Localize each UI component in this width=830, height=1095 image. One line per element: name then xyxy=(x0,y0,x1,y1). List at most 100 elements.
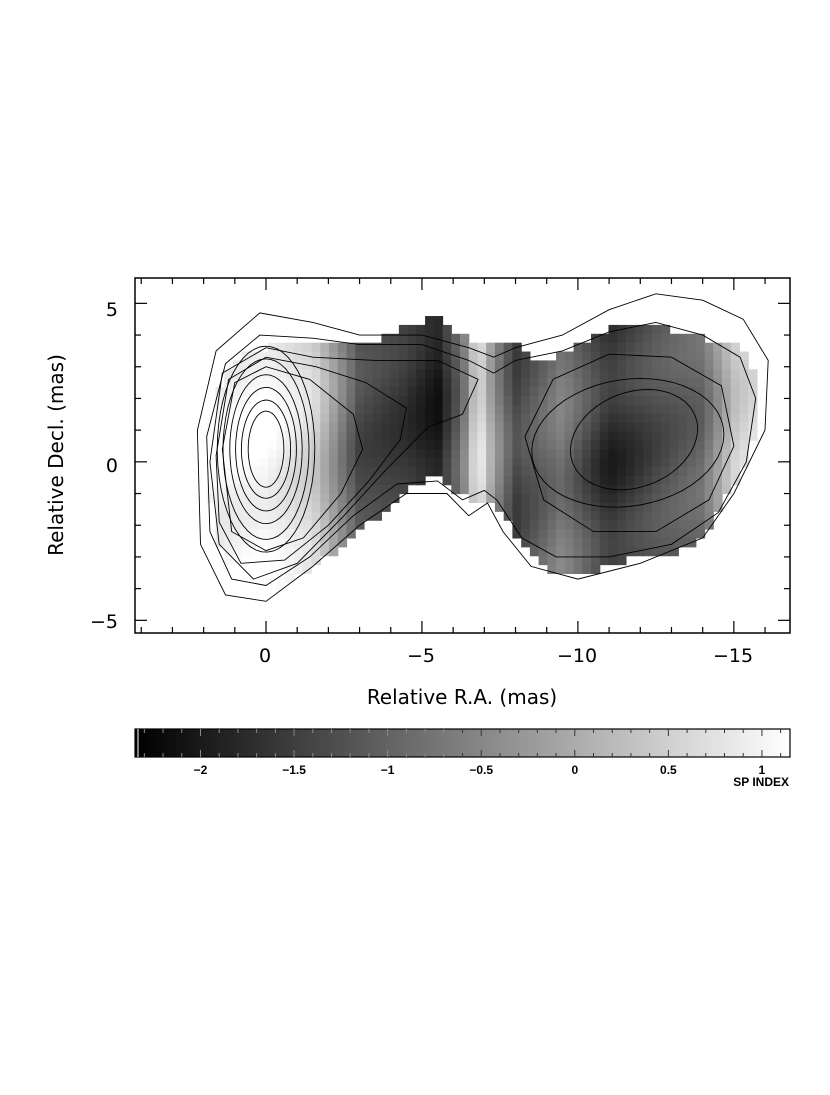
map-pixel xyxy=(241,395,251,406)
map-pixel xyxy=(660,360,671,370)
map-pixel xyxy=(521,502,531,512)
map-pixel xyxy=(320,529,330,539)
map-pixel xyxy=(381,404,391,415)
map-pixel xyxy=(346,466,356,477)
map-pixel xyxy=(704,449,714,459)
map-pixel xyxy=(372,404,382,415)
map-pixel xyxy=(617,431,627,441)
map-pixel xyxy=(669,493,679,504)
map-pixel xyxy=(494,502,505,512)
map-pixel xyxy=(730,449,741,459)
map-pixel xyxy=(276,404,286,415)
map-pixel xyxy=(460,360,470,370)
map-pixel xyxy=(468,342,479,353)
map-pixel xyxy=(748,395,758,406)
map-pixel xyxy=(346,404,356,415)
colorbar-segment xyxy=(241,729,247,757)
map-pixel xyxy=(722,360,732,370)
map-pixel xyxy=(311,342,321,353)
map-pixel xyxy=(582,342,592,353)
map-pixel xyxy=(276,546,286,557)
map-pixel xyxy=(285,440,295,450)
map-pixel xyxy=(521,475,531,486)
map-pixel xyxy=(564,360,575,370)
map-pixel xyxy=(276,413,286,424)
map-pixel xyxy=(372,511,382,521)
map-pixel xyxy=(381,422,391,433)
map-pixel xyxy=(704,395,714,406)
map-pixel xyxy=(425,351,435,362)
map-pixel xyxy=(259,387,269,397)
map-pixel xyxy=(556,511,566,521)
map-pixel xyxy=(547,378,557,388)
map-pixel xyxy=(433,449,444,459)
map-pixel xyxy=(591,564,601,575)
map-pixel xyxy=(564,458,575,468)
map-pixel xyxy=(407,440,417,450)
map-pixel xyxy=(302,369,313,379)
map-pixel xyxy=(451,378,461,388)
colorbar-segment xyxy=(732,729,738,757)
map-pixel xyxy=(573,520,583,530)
map-pixel xyxy=(669,422,679,433)
map-pixel xyxy=(329,520,339,530)
map-pixel xyxy=(652,333,662,344)
map-pixel xyxy=(276,422,286,433)
map-pixel xyxy=(660,440,671,450)
map-pixel xyxy=(250,582,260,592)
map-pixel xyxy=(573,511,583,521)
map-pixel xyxy=(320,484,330,495)
colorbar-segment xyxy=(135,729,140,757)
map-pixel xyxy=(250,484,260,495)
map-pixel xyxy=(294,449,304,459)
map-pixel xyxy=(591,546,601,557)
map-pixel xyxy=(678,511,688,521)
map-pixel xyxy=(294,493,304,504)
map-pixel xyxy=(276,484,286,495)
map-pixel xyxy=(739,387,749,397)
colorbar-segment xyxy=(589,729,595,757)
map-pixel xyxy=(556,493,566,504)
colorbar-segment xyxy=(372,729,378,757)
map-pixel xyxy=(267,387,278,397)
map-pixel xyxy=(267,529,278,539)
map-pixel xyxy=(617,395,627,406)
map-pixel xyxy=(329,466,339,477)
colorbar-segment xyxy=(405,729,410,757)
map-pixel xyxy=(346,369,356,379)
map-pixel xyxy=(486,475,496,486)
map-pixel xyxy=(599,413,610,424)
colorbar-segment xyxy=(528,729,533,757)
map-pixel xyxy=(547,404,557,415)
map-pixel xyxy=(617,422,627,433)
map-pixel xyxy=(599,529,610,539)
map-pixel xyxy=(460,333,470,344)
intensity-contours xyxy=(196,293,769,602)
map-pixel xyxy=(302,493,313,504)
map-pixel xyxy=(337,342,348,353)
map-pixel xyxy=(512,449,522,459)
map-pixel xyxy=(363,351,374,362)
map-pixel xyxy=(704,502,714,512)
colorbar-segment xyxy=(270,729,275,757)
spectral-index-map xyxy=(206,316,758,592)
map-pixel xyxy=(695,351,706,362)
map-pixel xyxy=(704,360,714,370)
map-pixel xyxy=(695,342,706,353)
map-pixel xyxy=(259,351,269,362)
map-pixel xyxy=(215,413,225,424)
map-pixel xyxy=(739,422,749,433)
colorbar-segment xyxy=(397,729,402,757)
map-pixel xyxy=(311,537,321,548)
map-pixel xyxy=(215,395,225,406)
map-pixel xyxy=(425,395,435,406)
map-pixel xyxy=(660,511,671,521)
map-pixel xyxy=(451,387,461,397)
map-pixel xyxy=(695,449,706,459)
map-pixel xyxy=(652,404,662,415)
map-pixel xyxy=(687,395,697,406)
map-pixel xyxy=(337,440,348,450)
colorbar-tick-label: −1 xyxy=(381,763,395,777)
map-pixel xyxy=(442,324,452,335)
map-pixel xyxy=(381,440,391,450)
